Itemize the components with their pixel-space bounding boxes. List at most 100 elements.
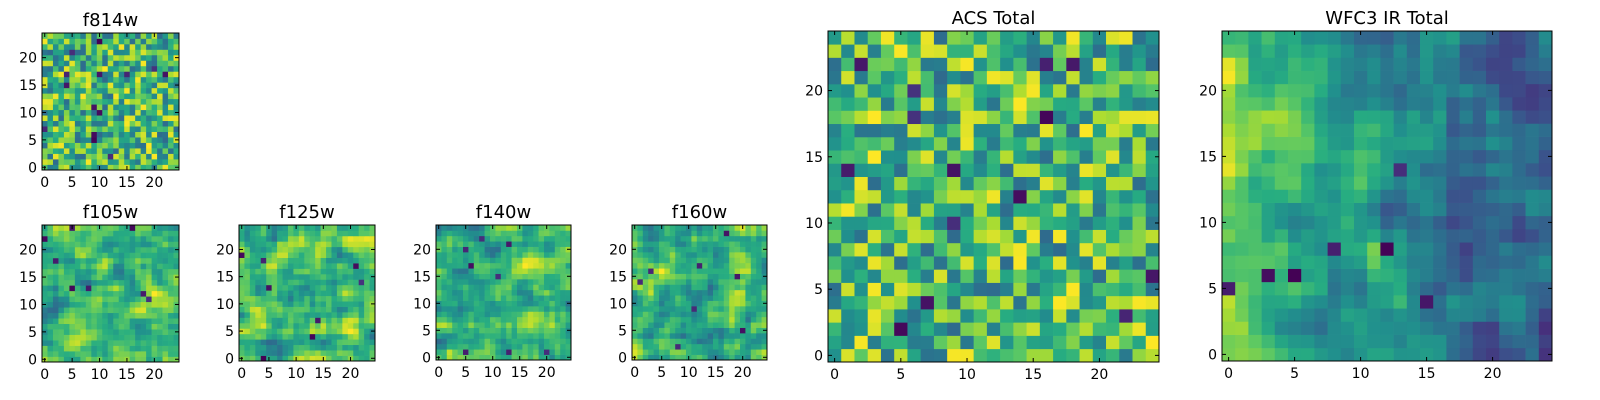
heatmap-cell: [544, 230, 550, 237]
heatmap-cell: [69, 131, 76, 138]
heatmap-cell: [653, 246, 660, 253]
heatmap-cell: [1288, 149, 1302, 164]
heatmap-cell: [85, 43, 92, 50]
heatmap-cell: [669, 343, 676, 350]
heatmap-cell: [69, 230, 76, 237]
heatmap-cell: [669, 230, 676, 237]
heatmap-cell: [1512, 163, 1526, 177]
heatmap-cell: [1066, 216, 1080, 230]
heatmap-cell: [740, 235, 746, 242]
heatmap-cell: [669, 300, 676, 307]
heatmap-cell: [63, 318, 70, 324]
heatmap-cell: [1512, 136, 1526, 151]
heatmap-cell: [168, 76, 174, 83]
heatmap-cell: [1106, 70, 1120, 85]
heatmap-cell: [1354, 176, 1368, 190]
heatmap-cell: [920, 309, 935, 323]
heatmap-cell: [1145, 83, 1160, 98]
heatmap-cell: [69, 301, 76, 308]
heatmap-cell: [675, 295, 681, 301]
heatmap-cell: [260, 246, 267, 253]
heatmap-cell: [436, 343, 442, 350]
heatmap-cell: [718, 273, 725, 280]
heatmap-cell: [495, 257, 502, 264]
heatmap-cell: [696, 252, 703, 258]
heatmap-cell: [304, 263, 311, 269]
heatmap-cell: [691, 349, 698, 355]
heatmap-cell: [1340, 202, 1355, 217]
heatmap-cell: [549, 295, 556, 301]
heatmap-cell: [146, 307, 152, 314]
heatmap-cell: [260, 241, 267, 248]
heatmap-cell: [146, 54, 152, 61]
heatmap-cell: [74, 76, 81, 83]
heatmap-cell: [58, 279, 65, 286]
heatmap-cell: [63, 33, 70, 39]
heatmap-cell: [173, 296, 180, 303]
heatmap-cell: [756, 311, 762, 318]
heatmap-cell: [58, 351, 65, 357]
heatmap-cell: [107, 60, 114, 67]
heatmap-cell: [713, 289, 719, 296]
heatmap-cell: [452, 268, 458, 274]
heatmap-cell: [173, 120, 180, 127]
heatmap-cell: [1039, 44, 1054, 58]
heatmap-cell: [1367, 255, 1381, 269]
heatmap-cell: [91, 263, 98, 270]
heatmap-cell: [1472, 347, 1487, 362]
heatmap-cell: [1380, 334, 1394, 349]
heatmap-cell: [1301, 242, 1315, 256]
heatmap-cell: [96, 49, 103, 56]
heatmap-cell: [702, 306, 708, 312]
heatmap-cell: [740, 252, 746, 258]
heatmap-cell: [565, 343, 572, 350]
heatmap-cell: [960, 229, 974, 244]
heatmap-cell: [734, 316, 741, 323]
heatmap-cell: [761, 284, 768, 291]
heatmap-cell: [1340, 321, 1355, 335]
heatmap-cell: [347, 317, 354, 324]
tick-label: 15: [1199, 149, 1217, 165]
heatmap-cell: [867, 44, 882, 58]
heatmap-cell: [342, 241, 349, 248]
heatmap-cell: [63, 164, 70, 171]
heatmap-cell: [729, 262, 735, 269]
heatmap-cell: [107, 241, 114, 248]
heatmap-cell: [544, 289, 550, 296]
heatmap-cell: [151, 268, 158, 275]
heatmap-cell: [484, 349, 491, 355]
heatmap-cell: [85, 38, 92, 45]
heatmap-cell: [713, 349, 719, 355]
heatmap-cell: [841, 335, 855, 350]
heatmap-cell: [565, 279, 572, 285]
heatmap-cell: [734, 349, 741, 355]
heatmap-cell: [669, 241, 676, 247]
heatmap-cell: [42, 296, 48, 303]
heatmap-cell: [369, 317, 376, 324]
heatmap-cell: [756, 333, 762, 339]
heatmap-cell: [42, 104, 48, 111]
heatmap-cell: [1053, 282, 1067, 297]
heatmap-cell: [702, 343, 708, 350]
heatmap-cell: [42, 43, 48, 50]
heatmap-cell: [1261, 97, 1276, 111]
tick-label: 5: [264, 366, 273, 382]
heatmap-cell: [146, 241, 152, 248]
heatmap-cell: [1132, 110, 1147, 125]
heatmap-cell: [517, 235, 523, 242]
heatmap-cell: [364, 322, 370, 329]
heatmap-cell: [1066, 322, 1080, 336]
heatmap-cell: [271, 241, 278, 248]
heatmap-cell: [113, 137, 120, 143]
heatmap-cell: [538, 300, 545, 307]
heatmap-cell: [1222, 110, 1236, 124]
heatmap-cell: [713, 268, 719, 274]
heatmap-cell: [162, 126, 169, 132]
heatmap-cell: [1459, 44, 1474, 58]
heatmap-cell: [490, 311, 496, 318]
heatmap-cell: [1538, 334, 1553, 349]
heatmap-cell: [1026, 216, 1041, 230]
heatmap-cell: [517, 246, 523, 253]
heatmap-cell: [1039, 136, 1054, 151]
heatmap-cell: [664, 343, 671, 350]
